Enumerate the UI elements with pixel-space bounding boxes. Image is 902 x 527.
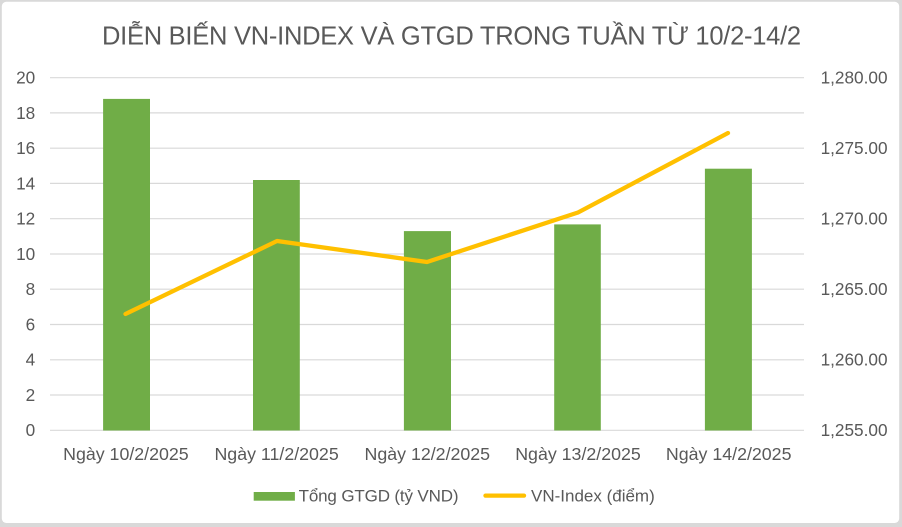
svg-text:6: 6 xyxy=(26,314,36,334)
svg-text:Ngày 14/2/2025: Ngày 14/2/2025 xyxy=(666,444,792,464)
svg-text:0: 0 xyxy=(26,420,36,440)
svg-text:Tổng GTGD (tỷ VND): Tổng GTGD (tỷ VND) xyxy=(299,487,459,506)
svg-text:Ngày 10/2/2025: Ngày 10/2/2025 xyxy=(63,444,189,464)
svg-text:4: 4 xyxy=(26,350,36,370)
svg-text:10: 10 xyxy=(16,244,35,264)
svg-text:14: 14 xyxy=(16,173,36,193)
svg-text:20: 20 xyxy=(16,68,35,88)
svg-text:1,280.00: 1,280.00 xyxy=(821,68,888,88)
svg-text:1,270.00: 1,270.00 xyxy=(821,209,888,229)
svg-text:12: 12 xyxy=(16,209,35,229)
svg-text:Ngày 11/2/2025: Ngày 11/2/2025 xyxy=(214,444,338,464)
svg-text:Ngày 12/2/2025: Ngày 12/2/2025 xyxy=(365,444,491,464)
svg-text:2: 2 xyxy=(26,385,36,405)
svg-text:16: 16 xyxy=(16,138,35,158)
svg-text:1,260.00: 1,260.00 xyxy=(821,350,888,370)
svg-text:1,265.00: 1,265.00 xyxy=(821,279,888,299)
svg-text:DIỄN BIẾN VN-INDEX VÀ GTGD TRO: DIỄN BIẾN VN-INDEX VÀ GTGD TRONG TUẦN TỪ… xyxy=(102,21,801,51)
svg-text:18: 18 xyxy=(16,103,35,123)
svg-text:8: 8 xyxy=(26,279,36,299)
svg-text:Ngày 13/2/2025: Ngày 13/2/2025 xyxy=(515,444,641,464)
svg-text:1,275.00: 1,275.00 xyxy=(821,138,888,158)
svg-text:1,255.00: 1,255.00 xyxy=(821,420,888,440)
svg-text:VN-Index (điểm): VN-Index (điểm) xyxy=(531,487,655,506)
